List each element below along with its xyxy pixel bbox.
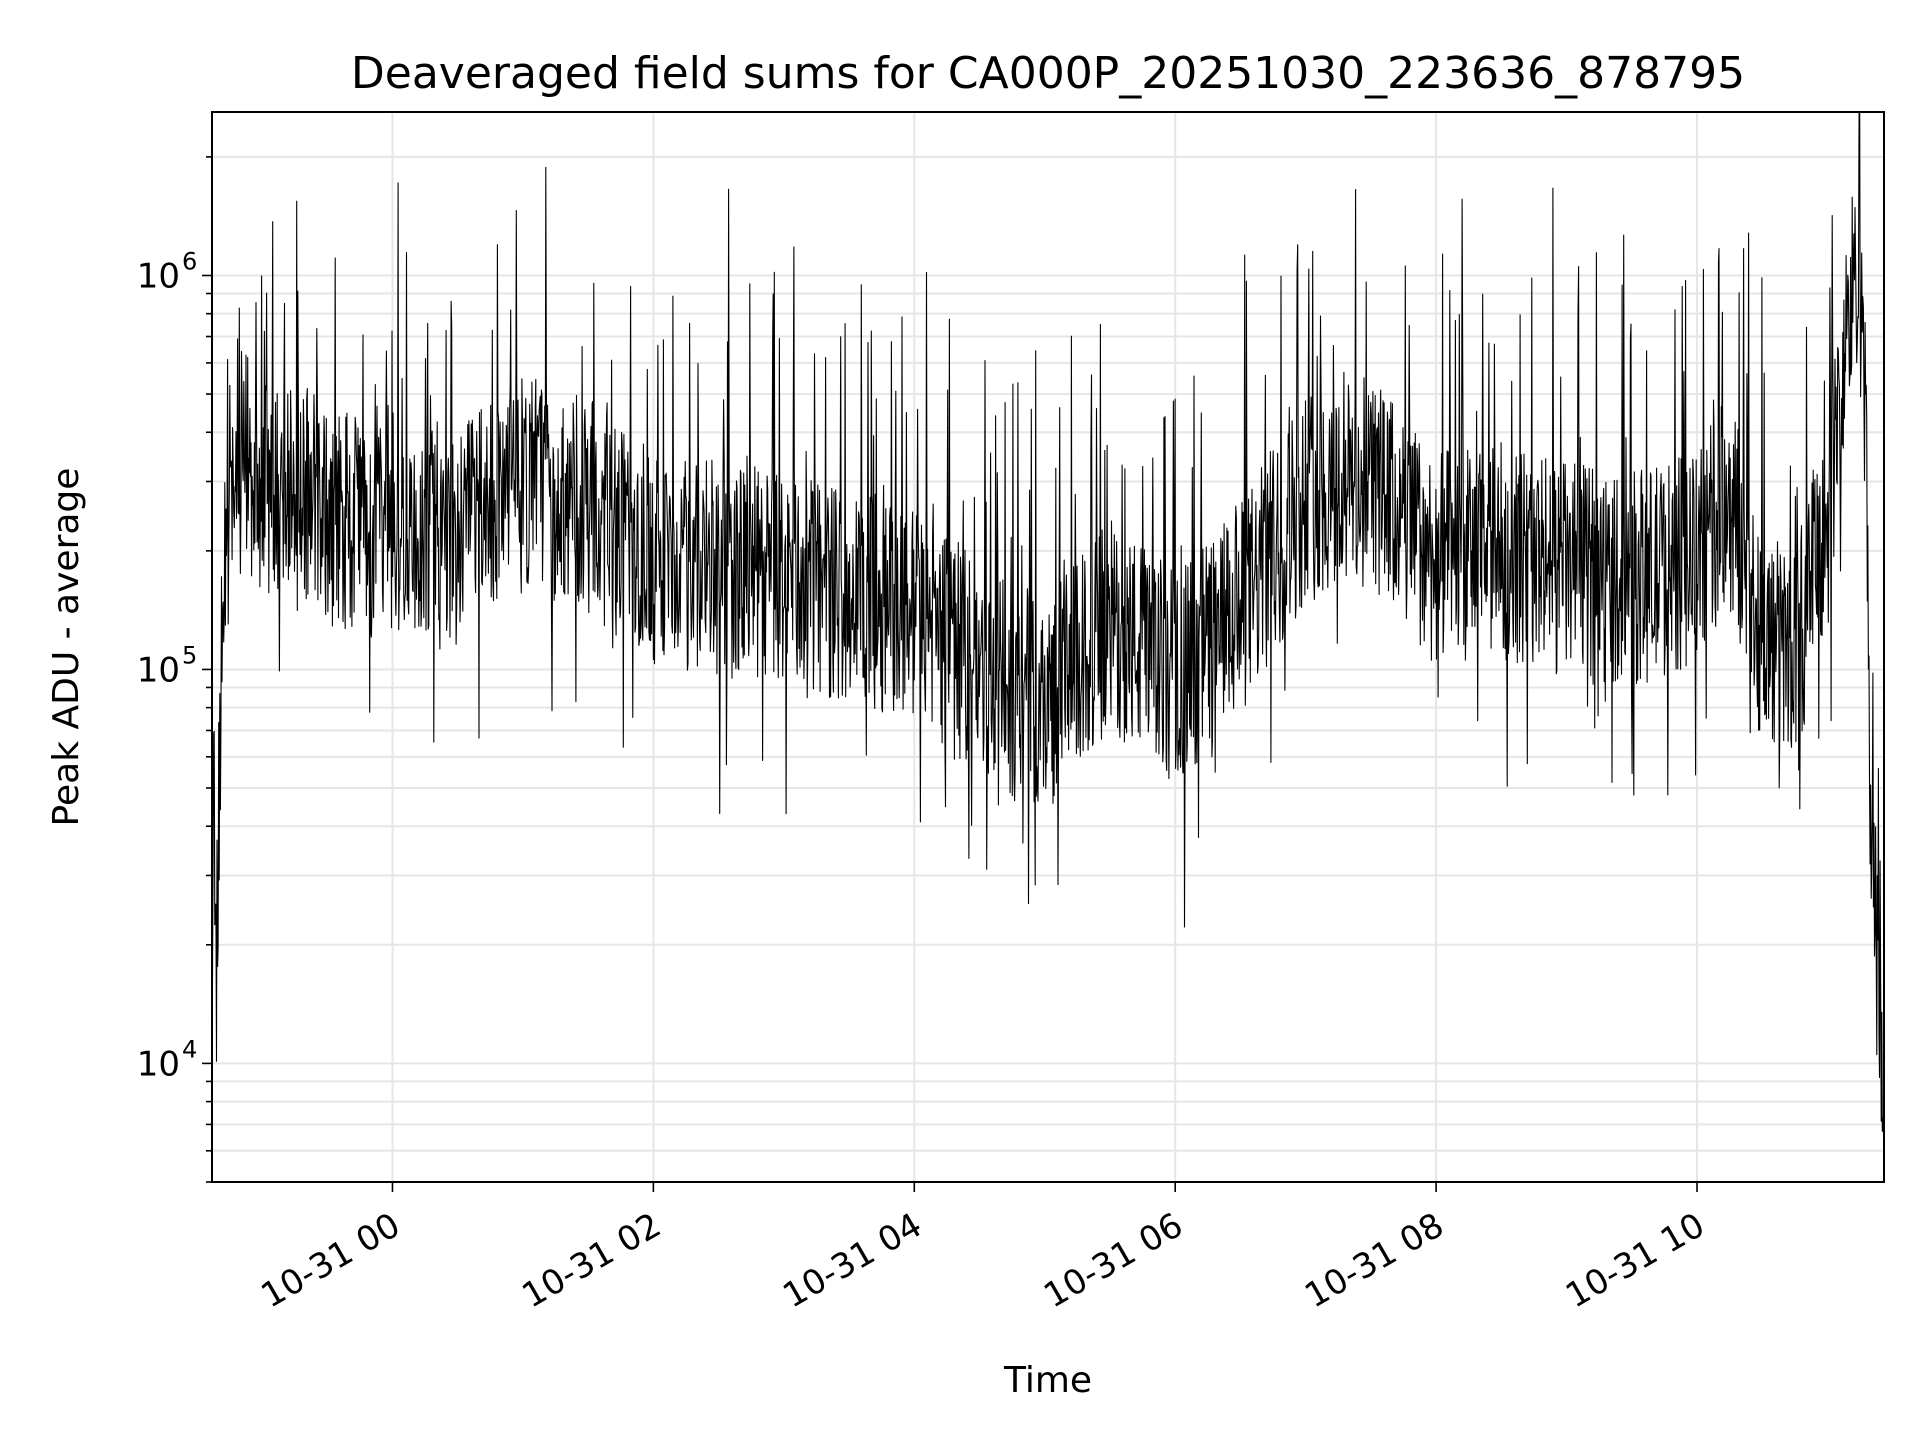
y-tick-exponent: 4 (182, 1035, 197, 1063)
y-axis-label: Peak ADU - average (46, 468, 87, 827)
y-tick-exponent: 5 (182, 641, 197, 669)
x-tick-label: 10-31 08 (1298, 1205, 1450, 1316)
x-tick-label: 10-31 06 (1037, 1205, 1189, 1316)
y-tick-label: 10 (137, 1044, 180, 1084)
plot-area (212, 112, 1884, 1157)
x-tick-label: 10-31 02 (515, 1205, 667, 1316)
y-tick-exponent: 6 (182, 247, 197, 275)
y-tick-label: 10 (137, 256, 180, 296)
y-tick-label: 10 (137, 650, 180, 690)
x-tick-label: 10-31 10 (1559, 1205, 1711, 1316)
x-tick-label: 10-31 04 (776, 1205, 928, 1316)
plot-frame (211, 111, 1885, 1183)
x-axis-label: Time (1003, 1360, 1092, 1401)
chart-title: Deaveraged field sums for CA000P_2025103… (351, 48, 1745, 99)
x-tick-label: 10-31 00 (255, 1205, 407, 1316)
data-series-line (212, 112, 1884, 1157)
x-axis: 10-31 00 10-31 02 10-31 04 10-31 06 10-31 08… (255, 1182, 1712, 1316)
